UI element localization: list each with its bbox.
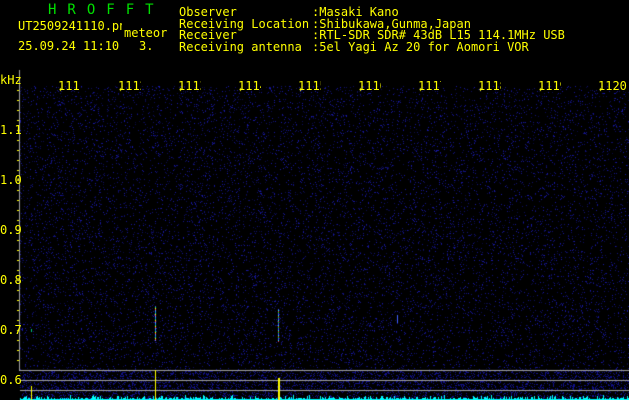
x-tick-label: 1119	[538, 80, 561, 92]
datetime: 25.09.24 11:10	[18, 39, 120, 53]
app-title: HROFFT	[48, 2, 165, 18]
receiver-value: :RTL-SDR SDR# 43dB L15 114.1MHz USB	[312, 28, 565, 42]
x-tick-label: 1116	[358, 80, 381, 92]
location-value: :Shibukawa,Gunma,Japan	[312, 17, 471, 31]
y-tick-label: 1.0	[0, 173, 22, 187]
x-tick-label: 1113	[178, 80, 201, 92]
y-tick-label: 0.6	[0, 373, 22, 387]
x-tick-label: 1115	[298, 80, 321, 92]
location-label: Receiving Location	[179, 17, 310, 31]
antenna-value: :5el Yagi Az 20 for Aomori VOR	[312, 40, 529, 54]
observer-label: Observer	[179, 5, 237, 19]
x-tick-label: 1114	[238, 80, 261, 92]
x-tick-label: 1117	[418, 80, 441, 92]
y-tick-label: 0.8	[0, 273, 22, 287]
receiver-label: Receiver	[179, 28, 237, 42]
y-tick-label: 0.7	[0, 323, 22, 337]
x-unit-label: kHz	[0, 73, 22, 87]
x-tick-label: 1118	[478, 80, 501, 92]
y-tick-label: 0.9	[0, 223, 22, 237]
filename: UT2509241110.png	[18, 20, 122, 32]
observer-value: :Masaki Kano	[312, 5, 399, 19]
meteor-count: 3.	[139, 39, 154, 53]
antenna-label: Receiving antenna	[179, 40, 302, 54]
y-tick-label: 1.1	[0, 123, 22, 137]
x-tick-label: 1120	[598, 80, 627, 92]
mode-label: meteor	[124, 26, 168, 40]
